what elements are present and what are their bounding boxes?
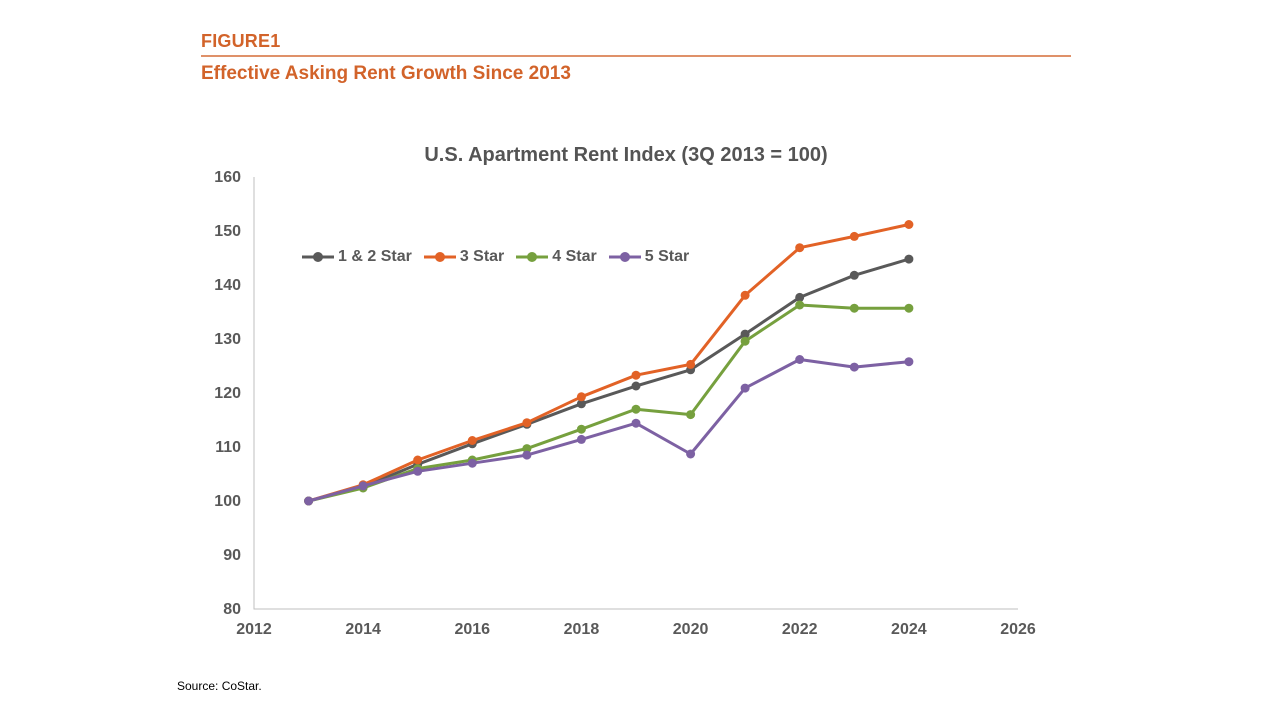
figure-title: Effective Asking Rent Growth Since 2013 [201,63,571,84]
legend-item: 1 & 2 Star [301,248,412,266]
series-line [308,303,909,503]
x-tick-label: 2024 [891,621,927,638]
data-point-marker [904,303,914,313]
data-point-marker [904,220,914,229]
series-5-star [304,355,914,506]
x-tick-label: 2014 [345,621,381,638]
legend-item: 5 Star [608,248,689,266]
y-tick-label: 100 [214,493,241,510]
data-point-marker [795,243,805,253]
data-point-marker [576,399,586,409]
data-point-marker [304,496,314,506]
figure-label: FIGURE1 [201,31,281,51]
data-point-marker [904,357,914,367]
y-tick-label: 110 [215,439,241,456]
data-point-marker [849,231,859,241]
data-point-marker [686,449,696,459]
y-tick-label: 160 [214,169,241,186]
figure-rule [201,55,1071,57]
data-point-marker [740,329,750,339]
data-point-marker [849,303,859,313]
series-line [308,358,910,503]
data-point-marker [904,254,914,264]
data-point-marker [413,466,423,476]
data-point-marker [795,292,805,302]
chart-legend: 1 & 2 Star 3 Star 4 Star 5 Star [301,245,689,269]
data-point-marker [413,455,423,465]
y-tick-label: 140 [214,277,241,294]
data-point-marker [522,418,532,428]
data-point-marker [631,381,641,391]
axes [253,177,1018,610]
legend-item: 4 Star [515,248,597,266]
data-point-marker [576,434,586,444]
data-point-marker [740,290,750,300]
x-tick-label: 2022 [782,621,818,638]
data-point-marker [631,418,641,428]
y-tick-label: 150 [214,223,241,240]
legend-swatch-icon [516,252,549,262]
series-1-2-star [304,254,914,506]
data-point-marker [522,444,532,454]
x-tick-label: 2012 [236,621,272,638]
series-line [308,223,910,503]
x-tick-label: 2020 [673,621,709,638]
y-tick-label: 120 [214,385,241,402]
y-tick-label: 80 [223,601,241,618]
data-point-marker [631,370,641,380]
data-point-marker [849,362,859,372]
data-point-marker [849,270,859,280]
x-tick-label: 2018 [564,621,600,638]
data-point-marker [576,424,586,434]
data-point-marker [522,450,532,460]
data-point-marker [358,481,368,491]
legend-swatch-icon [423,252,456,262]
data-point-marker [740,336,750,346]
data-point-marker [740,383,750,393]
legend-label: 5 Star [644,248,690,265]
data-point-marker [686,359,696,369]
legend-swatch-icon [608,252,641,262]
legend-label: 4 Star [552,248,597,265]
data-point-marker [686,410,696,420]
data-point-marker [795,300,805,310]
data-point-marker [467,458,477,468]
data-point-marker [467,436,477,445]
series-line [308,257,910,503]
chart-title: U.S. Apartment Rent Index (3Q 2013 = 100… [424,144,827,166]
x-tick-label: 2026 [1000,621,1036,638]
legend-swatch-icon [302,252,334,262]
legend-item: 3 Star [423,248,504,266]
y-tick-label: 130 [214,331,241,348]
x-tick-label: 2016 [454,621,490,638]
source-note: Source: CoStar. [177,679,262,693]
legend-label: 1 & 2 Star [338,248,412,265]
data-point-marker [795,355,805,364]
data-point-marker [576,392,586,402]
legend-label: 3 Star [459,248,505,265]
y-tick-label: 90 [223,547,241,564]
data-point-marker [631,404,641,414]
